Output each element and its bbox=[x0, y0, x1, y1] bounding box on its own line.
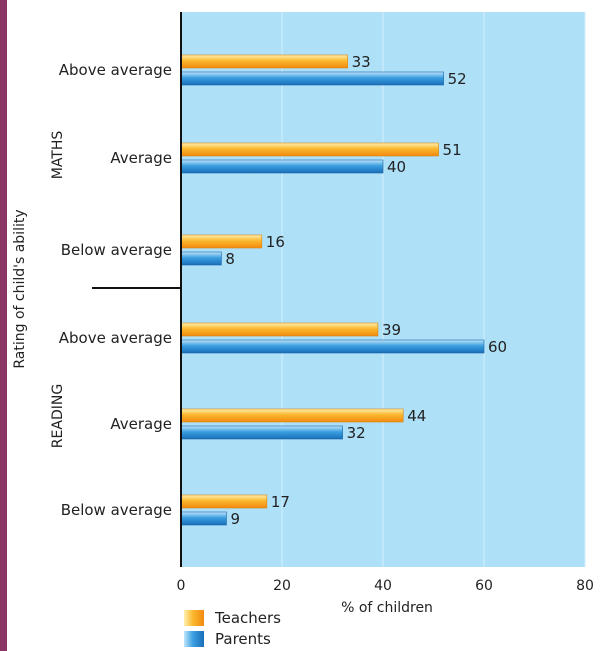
value-label: 8 bbox=[225, 250, 235, 268]
bar-parents-maths-average bbox=[180, 159, 384, 174]
bar-teachers-reading-below-average bbox=[180, 494, 268, 509]
value-label: 60 bbox=[488, 338, 507, 356]
x-tick-label-20: 20 bbox=[273, 578, 291, 594]
category-label: Average bbox=[110, 415, 172, 433]
bar-parents-maths-above-average bbox=[180, 71, 444, 86]
y-axis-title: Rating of child's ability bbox=[12, 209, 28, 368]
value-label: 40 bbox=[387, 158, 406, 176]
legend-swatch-parents bbox=[184, 630, 204, 647]
category-label: Average bbox=[110, 149, 172, 167]
bar-teachers-maths-above-average bbox=[180, 54, 348, 69]
legend: Teachers Parents bbox=[184, 607, 281, 649]
value-label: 51 bbox=[443, 141, 462, 159]
x-tick-label-40: 40 bbox=[374, 578, 392, 594]
category-label: Below average bbox=[61, 501, 172, 519]
value-label: 44 bbox=[407, 407, 426, 425]
bar-teachers-maths-average bbox=[180, 142, 439, 157]
value-label: 9 bbox=[230, 510, 240, 528]
legend-item-parents: Parents bbox=[184, 628, 281, 649]
value-label: 52 bbox=[448, 70, 467, 88]
legend-label-parents: Parents bbox=[215, 629, 271, 648]
category-label: Below average bbox=[61, 241, 172, 259]
group-label-reading: READING bbox=[50, 384, 66, 448]
category-label: Above average bbox=[59, 61, 172, 79]
side-accent-stripe bbox=[0, 0, 7, 651]
value-label: 33 bbox=[352, 53, 371, 71]
legend-swatch-teachers bbox=[184, 609, 204, 626]
bar-parents-reading-average bbox=[180, 425, 343, 440]
x-tick-label-80: 80 bbox=[576, 578, 594, 594]
legend-label-teachers: Teachers bbox=[215, 608, 281, 627]
bar-parents-maths-below-average bbox=[180, 251, 222, 266]
value-label: 16 bbox=[266, 233, 285, 251]
bar-teachers-reading-above-average bbox=[180, 322, 379, 337]
bar-teachers-maths-below-average bbox=[180, 234, 263, 249]
value-label: 32 bbox=[347, 424, 366, 442]
x-axis-title: % of children bbox=[341, 600, 433, 616]
group-label-maths: MATHS bbox=[50, 131, 66, 180]
value-label: 39 bbox=[382, 321, 401, 339]
bar-parents-reading-above-average bbox=[180, 339, 485, 354]
legend-item-teachers: Teachers bbox=[184, 607, 281, 628]
x-tick-label-60: 60 bbox=[475, 578, 493, 594]
category-label: Above average bbox=[59, 329, 172, 347]
bar-parents-reading-below-average bbox=[180, 511, 227, 526]
bar-teachers-reading-average bbox=[180, 408, 404, 423]
x-tick-label-0: 0 bbox=[177, 578, 186, 594]
value-label: 17 bbox=[271, 493, 290, 511]
